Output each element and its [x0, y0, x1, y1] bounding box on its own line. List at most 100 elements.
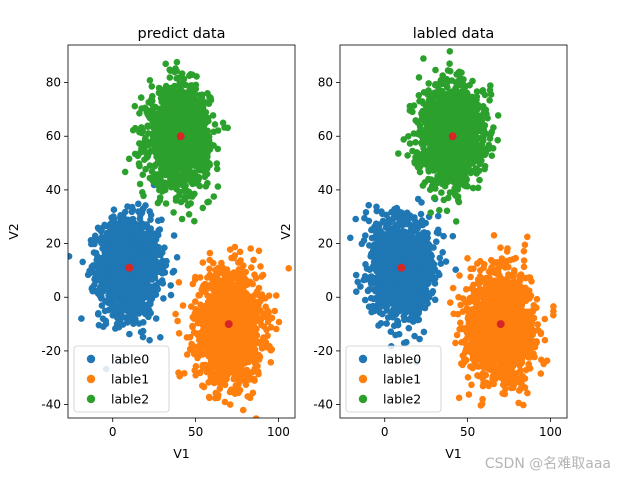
- data-point: [142, 165, 149, 173]
- data-point: [202, 361, 209, 369]
- data-point: [113, 320, 121, 328]
- data-point: [181, 106, 188, 114]
- data-point: [285, 265, 293, 272]
- data-point: [205, 393, 213, 401]
- data-point: [252, 339, 260, 347]
- data-point: [188, 340, 195, 348]
- data-point: [190, 315, 198, 323]
- data-point: [128, 203, 136, 211]
- data-point: [173, 185, 180, 193]
- data-point: [273, 292, 280, 299]
- data-point: [199, 259, 207, 266]
- data-point: [219, 372, 226, 380]
- data-point: [177, 198, 185, 206]
- data-point: [103, 279, 110, 286]
- data-point: [156, 136, 163, 144]
- data-point: [113, 314, 121, 321]
- data-point: [188, 303, 195, 310]
- data-point: [192, 372, 199, 379]
- data-point: [160, 181, 168, 188]
- data-point: [144, 259, 152, 267]
- data-point: [147, 216, 154, 223]
- data-point: [347, 234, 354, 242]
- data-point: [196, 274, 204, 281]
- data-point: [199, 157, 206, 165]
- data-point: [212, 272, 219, 279]
- data-point: [185, 200, 192, 208]
- data-point: [155, 122, 162, 129]
- data-point: [120, 218, 128, 226]
- data-point: [185, 211, 193, 218]
- data-point: [154, 181, 161, 189]
- data-point: [211, 394, 219, 402]
- data-point: [244, 393, 251, 400]
- data-point: [252, 415, 260, 418]
- data-point: [136, 162, 143, 170]
- data-point: [240, 293, 247, 301]
- data-point: [172, 103, 179, 110]
- data-point: [231, 243, 239, 251]
- data-point: [103, 237, 110, 244]
- data-point: [218, 348, 226, 356]
- data-point: [228, 367, 236, 375]
- data-point: [143, 276, 151, 284]
- data-point: [68, 253, 73, 260]
- data-point: [247, 245, 254, 252]
- data-point: [173, 253, 181, 261]
- data-point: [232, 382, 240, 389]
- data-point: [146, 77, 154, 84]
- data-point: [210, 316, 217, 324]
- data-point: [164, 133, 171, 140]
- data-point: [206, 249, 214, 257]
- data-point: [174, 171, 182, 179]
- data-point: [157, 334, 164, 341]
- data-point: [252, 350, 260, 357]
- data-point: [94, 311, 102, 318]
- data-point: [244, 325, 252, 333]
- data-point: [159, 107, 167, 114]
- data-point: [181, 370, 188, 377]
- data-point: [156, 143, 164, 150]
- data-point: [95, 276, 103, 284]
- data-point: [121, 208, 129, 216]
- data-point: [148, 268, 155, 275]
- data-point: [214, 183, 222, 190]
- y-tick-label: 20: [46, 237, 61, 251]
- data-point: [183, 136, 191, 143]
- data-point: [161, 92, 169, 99]
- data-point: [155, 268, 163, 276]
- data-point: [170, 232, 178, 239]
- data-point: [251, 377, 258, 384]
- data-point: [251, 365, 259, 372]
- data-point: [134, 296, 142, 304]
- data-point: [242, 277, 250, 284]
- data-point: [449, 232, 457, 240]
- data-point: [182, 122, 189, 130]
- data-point: [189, 323, 196, 331]
- data-point: [171, 152, 178, 159]
- data-point: [132, 124, 139, 132]
- centroid-point-3: [176, 132, 185, 141]
- y-tick-label: 80: [46, 76, 61, 90]
- data-point: [167, 67, 174, 74]
- data-point: [224, 283, 231, 290]
- data-point: [158, 116, 165, 124]
- data-point: [271, 307, 279, 315]
- data-point: [231, 358, 238, 365]
- data-point: [131, 150, 139, 158]
- data-point: [171, 120, 178, 127]
- y-tick-label: 60: [46, 129, 61, 143]
- data-point: [193, 307, 200, 315]
- data-point: [140, 319, 147, 326]
- data-point: [185, 142, 193, 149]
- data-point: [139, 127, 146, 134]
- scatter-points: [68, 58, 293, 418]
- data-point: [131, 102, 139, 110]
- data-point: [266, 342, 273, 350]
- data-point: [255, 247, 263, 255]
- data-point: [194, 145, 201, 153]
- y-axis-label: V2: [6, 223, 21, 240]
- data-point: [117, 307, 124, 314]
